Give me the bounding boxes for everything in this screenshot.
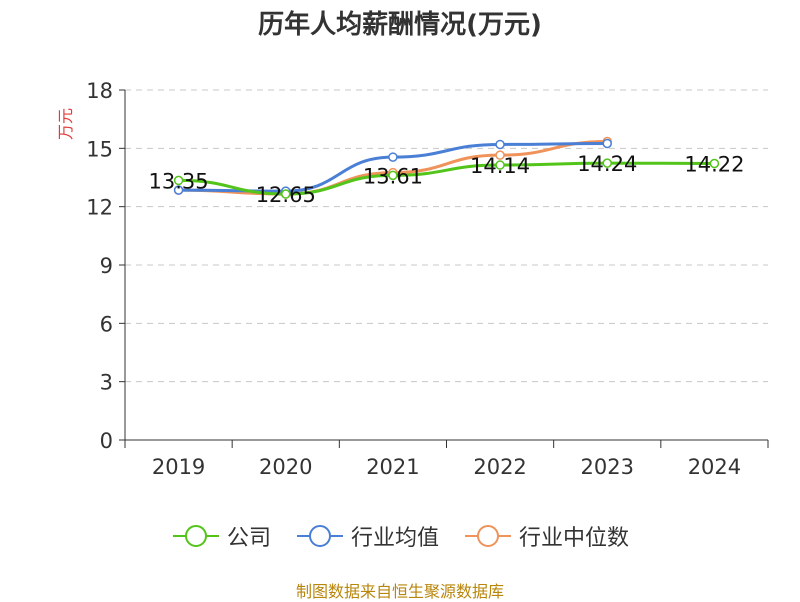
legend-marker-icon	[465, 525, 511, 547]
data-label: 12.65	[256, 183, 316, 207]
y-tick-label: 18	[86, 79, 113, 103]
data-point	[173, 185, 184, 195]
data-label: 13.35	[149, 169, 209, 193]
y-tick-label: 15	[86, 137, 113, 161]
gridlines	[125, 89, 768, 383]
legend-marker-icon	[296, 525, 343, 547]
x-tick-label: 2022	[473, 455, 526, 479]
data-point	[388, 170, 398, 181]
x-tick-label: 2019	[152, 455, 205, 479]
data-labels: 13.35 12.65 13.61 14.14 14.24 14.22	[149, 152, 745, 207]
legend: 公司 行业均值 行业中位数	[0, 520, 800, 552]
legend-label: 行业均值	[350, 526, 439, 551]
x-tick-label: 2023	[581, 455, 634, 479]
data-label: 14.24	[577, 152, 637, 176]
legend-item[interactable]: 行业均值	[295, 520, 439, 552]
y-tick-label: 12	[86, 196, 113, 220]
y-tick-label: 3	[100, 371, 113, 395]
data-point	[281, 189, 291, 199]
axes: 0 3 6 9 12 15 18 2019 2020 2021 2022 2023 2024	[86, 79, 769, 479]
data-point	[495, 139, 505, 150]
data-label: 14.22	[684, 153, 744, 177]
legend-item[interactable]: 行业中位数	[463, 520, 629, 552]
data-point	[602, 138, 612, 149]
x-tick-label: 2020	[259, 455, 312, 479]
x-tick-label: 2021	[366, 455, 419, 479]
data-label: 14.14	[470, 154, 530, 178]
data-point	[602, 158, 612, 168]
source-note: 制图数据来自恒生聚源数据库	[295, 582, 504, 601]
y-tick-label: 0	[100, 429, 113, 453]
y-tick-label: 9	[100, 254, 113, 278]
data-point	[388, 152, 398, 162]
series-layer	[173, 136, 720, 199]
data-label: 13.61	[363, 164, 423, 188]
legend-label: 行业中位数	[519, 526, 630, 551]
data-point	[495, 150, 505, 160]
y-tick-label: 6	[100, 312, 113, 336]
x-tick-label: 2024	[688, 455, 741, 479]
series-line	[178, 161, 715, 196]
legend-label: 公司	[226, 526, 271, 551]
line-chart: 0 3 6 9 12 15 18 2019 2020 2021 2022 2023 2024 13.35…	[86, 79, 769, 479]
chart-title: 历年人均薪酬情况(万元)	[258, 10, 542, 40]
legend-marker-icon	[172, 525, 219, 547]
data-point	[495, 160, 505, 170]
legend-item[interactable]: 公司	[171, 520, 271, 552]
data-point	[173, 175, 184, 186]
data-point	[709, 158, 720, 169]
